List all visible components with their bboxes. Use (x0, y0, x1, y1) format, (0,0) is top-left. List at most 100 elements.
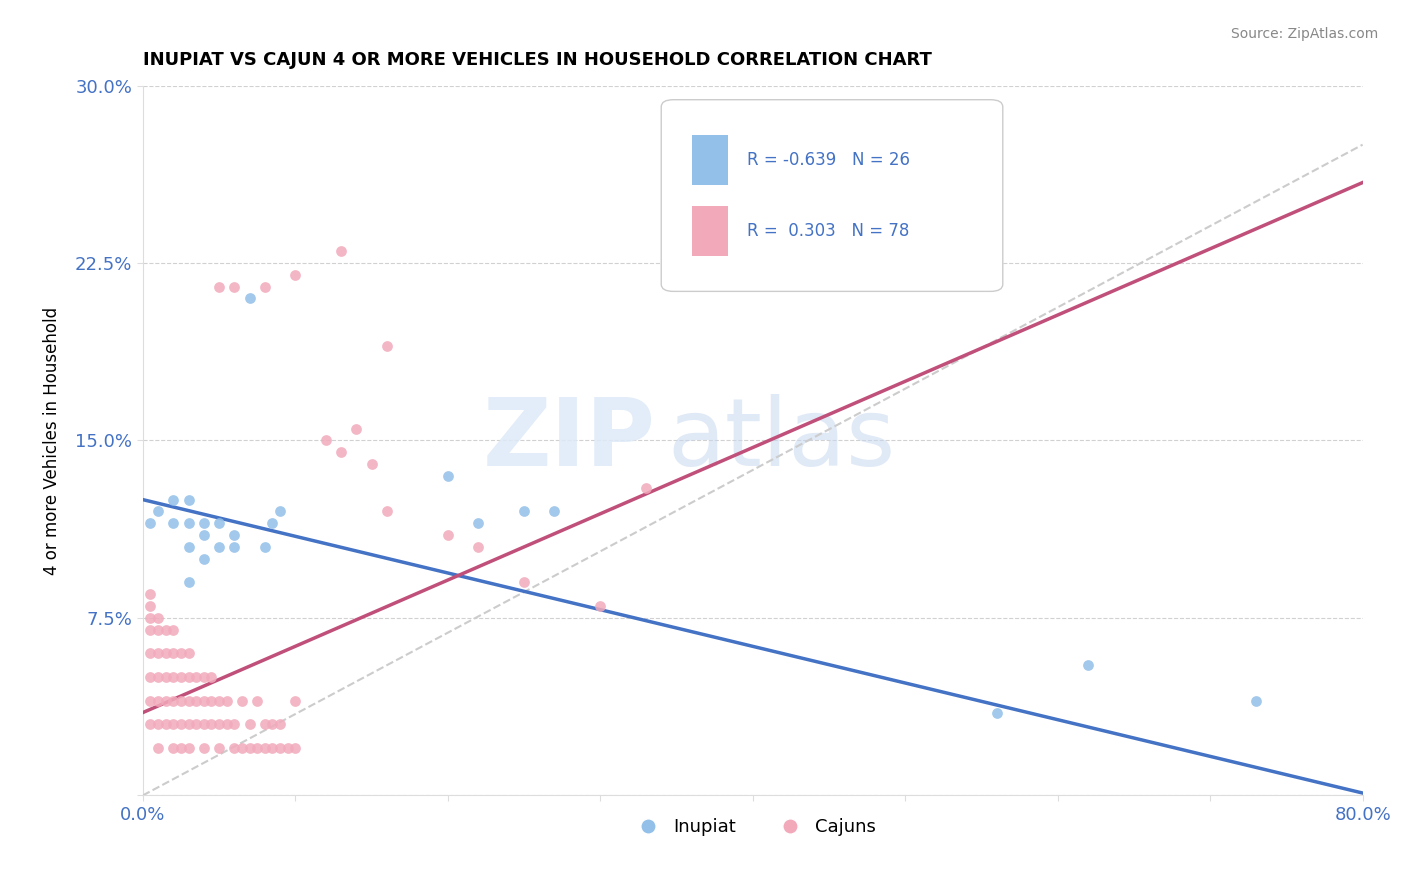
Point (177, 516, 200, 531)
Point (193, 694, 215, 708)
Point (170, 717, 193, 731)
FancyBboxPatch shape (692, 206, 728, 256)
Point (231, 694, 253, 708)
Y-axis label: 4 or more Vehicles in Household: 4 or more Vehicles in Household (44, 306, 60, 574)
Point (200, 717, 222, 731)
Point (162, 717, 184, 731)
Point (162, 670, 184, 684)
Point (177, 717, 200, 731)
Point (269, 717, 291, 731)
Point (193, 516, 215, 531)
Point (177, 647, 200, 661)
Point (224, 279, 246, 293)
Point (193, 528, 215, 542)
Point (269, 741, 291, 756)
Point (146, 717, 169, 731)
Point (215, 694, 238, 708)
Point (238, 292, 260, 306)
Point (139, 717, 162, 731)
Point (262, 516, 284, 531)
Point (589, 599, 612, 613)
Point (146, 504, 169, 518)
Point (186, 717, 208, 731)
FancyBboxPatch shape (692, 136, 728, 185)
Point (208, 717, 231, 731)
Point (177, 492, 200, 507)
Point (375, 504, 398, 518)
Point (155, 647, 177, 661)
Point (208, 694, 231, 708)
Point (215, 717, 238, 731)
Point (1244, 694, 1267, 708)
Point (360, 457, 382, 471)
Point (224, 528, 246, 542)
Text: atlas: atlas (668, 394, 896, 486)
Point (177, 670, 200, 684)
Point (193, 551, 215, 566)
Point (208, 540, 231, 554)
Legend: Inupiat, Cajuns: Inupiat, Cajuns (623, 811, 883, 843)
Point (146, 647, 169, 661)
Point (277, 741, 299, 756)
Point (986, 706, 1008, 720)
Point (284, 268, 307, 282)
Point (162, 741, 184, 756)
Point (543, 504, 565, 518)
Point (177, 540, 200, 554)
Point (224, 540, 246, 554)
Point (262, 717, 284, 731)
Point (330, 244, 353, 259)
Point (200, 670, 222, 684)
Point (208, 741, 231, 756)
Point (208, 279, 231, 293)
Point (269, 504, 291, 518)
Point (344, 422, 367, 436)
Text: R =  0.303   N = 78: R = 0.303 N = 78 (747, 222, 910, 240)
Point (162, 492, 184, 507)
Point (253, 741, 276, 756)
Point (139, 599, 162, 613)
Point (162, 623, 184, 637)
Point (253, 540, 276, 554)
Point (284, 694, 307, 708)
Point (186, 694, 208, 708)
Point (146, 623, 169, 637)
Text: R = -0.639   N = 26: R = -0.639 N = 26 (747, 151, 910, 169)
Point (284, 741, 307, 756)
Point (155, 717, 177, 731)
FancyBboxPatch shape (661, 100, 1002, 292)
Point (224, 717, 246, 731)
Point (262, 741, 284, 756)
Point (246, 694, 269, 708)
Point (467, 540, 489, 554)
Point (253, 717, 276, 731)
Point (193, 670, 215, 684)
Point (139, 516, 162, 531)
Point (436, 469, 458, 483)
Point (146, 694, 169, 708)
Point (139, 670, 162, 684)
Point (1077, 658, 1099, 673)
Text: INUPIAT VS CAJUN 4 OR MORE VEHICLES IN HOUSEHOLD CORRELATION CHART: INUPIAT VS CAJUN 4 OR MORE VEHICLES IN H… (143, 51, 932, 69)
Point (162, 694, 184, 708)
Point (375, 339, 398, 353)
Point (186, 670, 208, 684)
Point (155, 670, 177, 684)
Point (155, 694, 177, 708)
Point (177, 575, 200, 590)
Point (162, 647, 184, 661)
Point (139, 647, 162, 661)
Point (634, 481, 657, 495)
Point (170, 694, 193, 708)
Point (253, 279, 276, 293)
Point (315, 434, 337, 448)
Point (177, 694, 200, 708)
Point (146, 611, 169, 625)
Point (513, 504, 536, 518)
Point (231, 741, 253, 756)
Point (200, 694, 222, 708)
Point (170, 741, 193, 756)
Point (155, 623, 177, 637)
Point (139, 623, 162, 637)
Point (162, 516, 184, 531)
